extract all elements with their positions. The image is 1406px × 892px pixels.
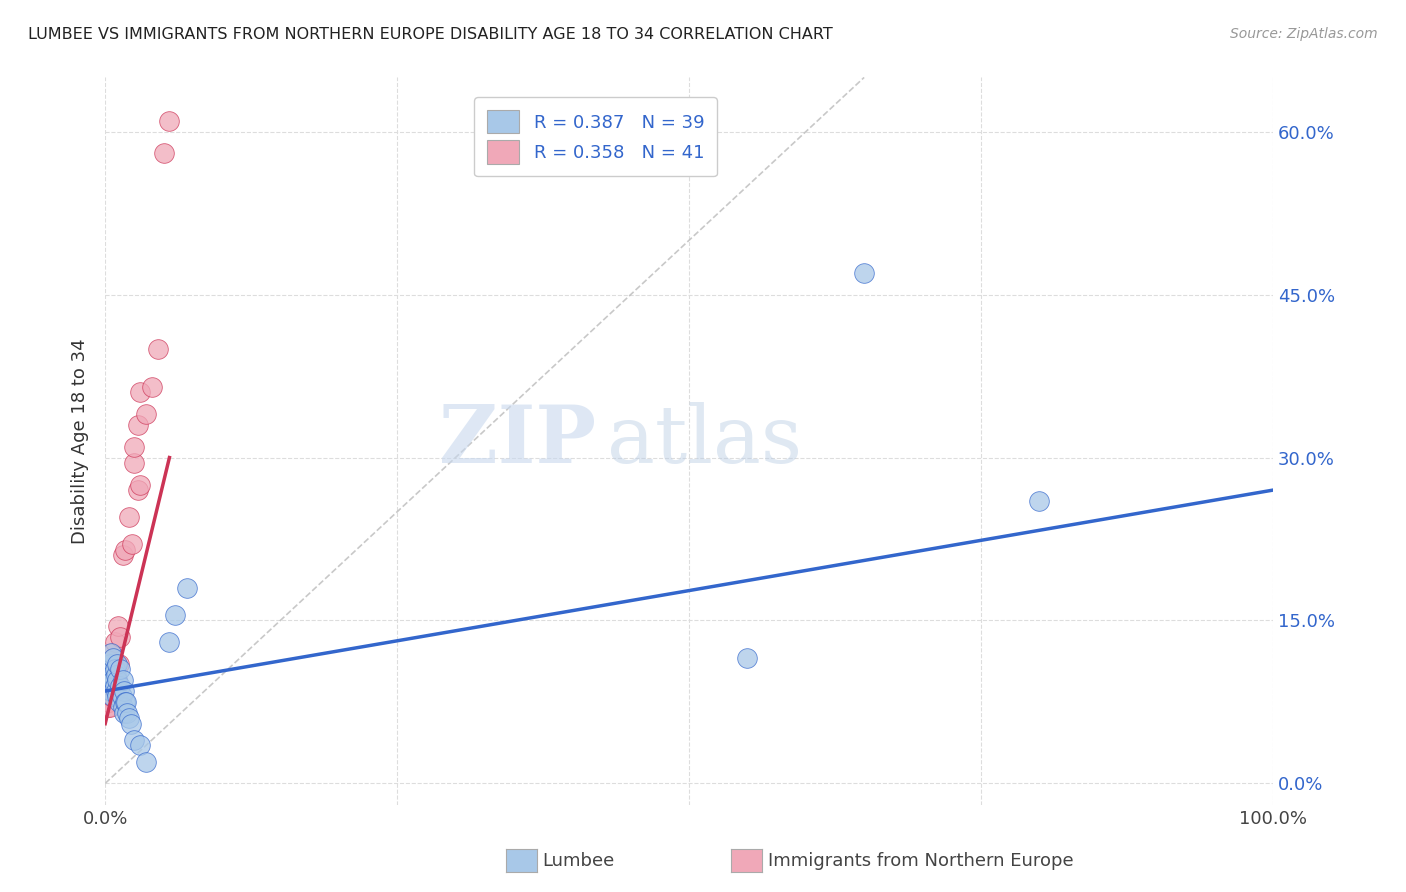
Point xyxy=(135,755,157,769)
Point xyxy=(105,673,128,688)
Point xyxy=(146,342,169,356)
Point xyxy=(97,695,120,709)
Point xyxy=(117,510,139,524)
Text: Source: ZipAtlas.com: Source: ZipAtlas.com xyxy=(1230,27,1378,41)
Point xyxy=(98,673,121,688)
Point xyxy=(98,700,121,714)
Point xyxy=(100,684,122,698)
Point xyxy=(110,679,132,693)
Point xyxy=(105,673,128,688)
Point xyxy=(104,657,127,671)
Point xyxy=(97,673,120,688)
Point xyxy=(1028,494,1050,508)
Point xyxy=(737,651,759,665)
Legend: R = 0.387   N = 39, R = 0.358   N = 41: R = 0.387 N = 39, R = 0.358 N = 41 xyxy=(474,97,717,177)
Point xyxy=(103,651,125,665)
Point xyxy=(104,684,127,698)
Point xyxy=(103,667,125,681)
Point xyxy=(112,706,135,720)
Text: ZIP: ZIP xyxy=(439,402,596,480)
Point xyxy=(96,684,118,698)
Point xyxy=(114,542,136,557)
Point xyxy=(103,673,125,688)
Point xyxy=(96,690,118,704)
Point xyxy=(111,549,134,563)
Point xyxy=(96,679,118,693)
Point xyxy=(111,673,134,688)
Text: LUMBEE VS IMMIGRANTS FROM NORTHERN EUROPE DISABILITY AGE 18 TO 34 CORRELATION CH: LUMBEE VS IMMIGRANTS FROM NORTHERN EUROP… xyxy=(28,27,832,42)
Point xyxy=(97,662,120,676)
Point xyxy=(853,266,876,280)
Point xyxy=(104,667,127,681)
Point xyxy=(165,607,187,622)
Point xyxy=(100,662,122,676)
Point xyxy=(127,417,149,432)
Point xyxy=(100,646,122,660)
Point xyxy=(96,673,118,688)
Point xyxy=(135,407,157,421)
Point xyxy=(100,679,122,693)
Point xyxy=(105,657,128,671)
Point xyxy=(129,477,152,491)
Point xyxy=(98,667,121,681)
Point xyxy=(107,619,129,633)
Point xyxy=(159,635,181,649)
Point xyxy=(121,537,143,551)
Point xyxy=(115,695,138,709)
Point xyxy=(103,651,125,665)
Point xyxy=(124,733,146,747)
Point xyxy=(159,114,181,128)
Point xyxy=(103,662,125,676)
Point xyxy=(96,695,118,709)
Point xyxy=(117,711,139,725)
Point xyxy=(103,635,125,649)
Point xyxy=(101,646,124,660)
Point xyxy=(103,673,125,688)
Text: Immigrants from Northern Europe: Immigrants from Northern Europe xyxy=(768,852,1073,870)
Point xyxy=(110,662,132,676)
Point xyxy=(110,690,132,704)
Point xyxy=(124,456,146,470)
Point xyxy=(111,700,134,714)
Point xyxy=(103,679,125,693)
Point xyxy=(108,657,131,671)
Point xyxy=(101,662,124,676)
Point xyxy=(96,700,118,714)
Y-axis label: Disability Age 18 to 34: Disability Age 18 to 34 xyxy=(72,338,89,544)
Point xyxy=(98,657,121,671)
Text: Lumbee: Lumbee xyxy=(543,852,614,870)
Point xyxy=(97,684,120,698)
Point xyxy=(129,385,152,400)
Point xyxy=(112,684,135,698)
Point xyxy=(101,690,124,704)
Point xyxy=(105,690,128,704)
Point xyxy=(129,739,152,753)
Point xyxy=(110,630,132,644)
Point xyxy=(120,716,142,731)
Point xyxy=(114,695,136,709)
Point xyxy=(152,146,174,161)
Point xyxy=(98,684,121,698)
Point xyxy=(117,706,139,720)
Point xyxy=(108,695,131,709)
Point xyxy=(101,667,124,681)
Text: atlas: atlas xyxy=(607,402,803,480)
Point xyxy=(96,667,118,681)
Point xyxy=(124,440,146,454)
Point xyxy=(141,380,163,394)
Point xyxy=(176,581,198,595)
Point xyxy=(127,483,149,497)
Point xyxy=(100,690,122,704)
